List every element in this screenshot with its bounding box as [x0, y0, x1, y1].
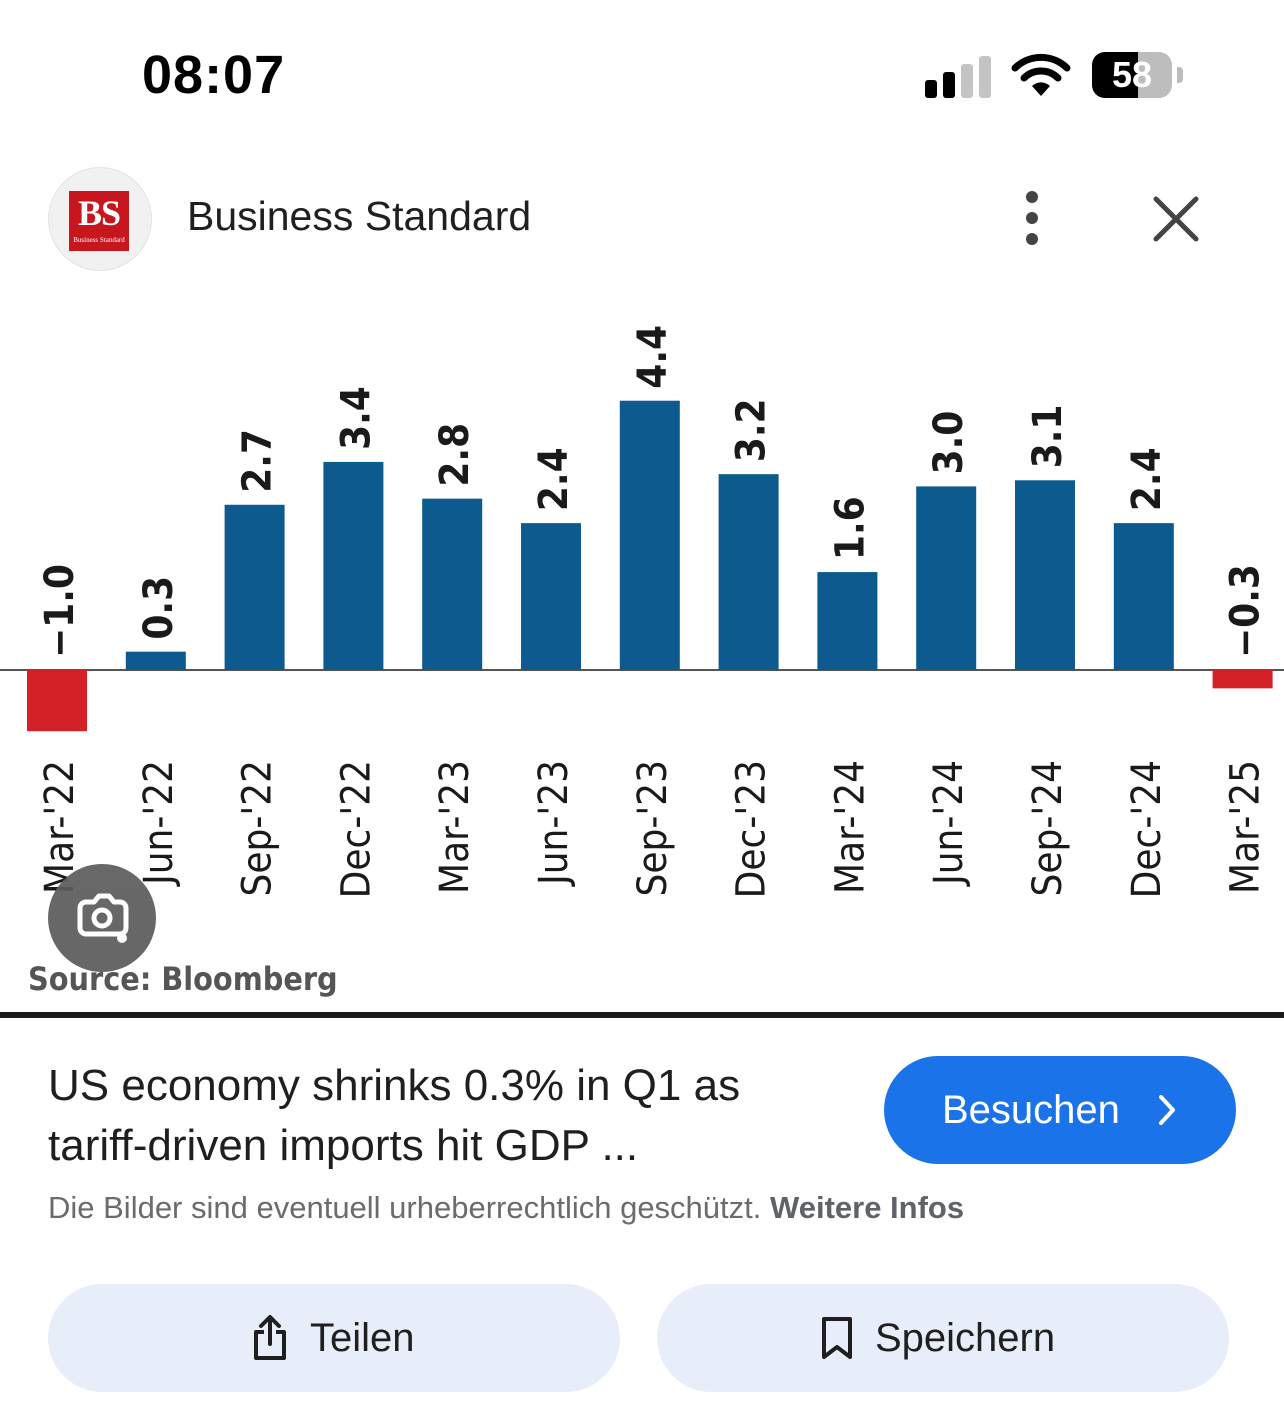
logo-subtext: Business Standard: [73, 236, 125, 244]
result-title[interactable]: US economy shrinks 0.3% in Q1 as tariff-…: [48, 1061, 741, 1170]
chart-value-label: 3.2: [729, 398, 775, 462]
chart-category-label: Dec-'23: [729, 760, 775, 898]
business-standard-logo: BS Business Standard: [69, 191, 129, 251]
logo-letters: BS: [77, 193, 121, 233]
google-lens-button[interactable]: [48, 864, 156, 972]
save-button-content: Speichern: [819, 1284, 1055, 1392]
chart-bar: [619, 400, 680, 670]
battery-tip: [1177, 67, 1183, 83]
chart-category-label: Dec-'24: [1124, 760, 1170, 898]
chart-bar: [422, 498, 483, 670]
chart-category-label: Mar-'23: [432, 760, 478, 894]
google-lens-icon: [77, 893, 129, 943]
more-vert-icon[interactable]: [1006, 189, 1058, 247]
more-info-link[interactable]: Weitere Infos: [770, 1190, 965, 1225]
chart-bar: [817, 572, 878, 670]
visit-button-label: Besuchen: [942, 1088, 1120, 1132]
chart-value-label: 4.4: [630, 325, 676, 389]
chart-category-label: Mar-'24: [827, 760, 873, 894]
source-name[interactable]: Business Standard: [187, 193, 532, 239]
chart-bar: [27, 670, 87, 732]
chart-value-label: 0.3: [136, 576, 182, 640]
status-bar: 08:07 58: [0, 0, 1284, 150]
close-icon[interactable]: [1148, 191, 1204, 247]
chart-value-label: −0.3: [1223, 564, 1269, 658]
chart-image[interactable]: −1.0 Mar-'22 0.3 Jun-'22 2.7 Sep-'22 3.4 Dec-'2…: [0, 290, 1284, 1018]
save-label: Speichern: [875, 1315, 1056, 1360]
bookmark-icon: [822, 1317, 852, 1359]
chart-bar: [916, 486, 977, 670]
chart-value-label: 3.1: [1025, 405, 1071, 469]
chart-category-label: Jun-'23: [531, 760, 577, 887]
chart-bar: [224, 504, 285, 670]
chart-category-label: Sep-'23: [630, 760, 676, 897]
chart-bar: [521, 523, 581, 670]
chart-bar: [323, 461, 384, 670]
chart-value-label: 3.4: [333, 386, 379, 450]
chart-value-label: −1.0: [37, 564, 83, 658]
chart-bar: [1015, 480, 1075, 670]
chart-category-label: Sep-'24: [1025, 760, 1071, 897]
source-logo[interactable]: BS Business Standard: [48, 167, 152, 271]
chart-value-label: 2.8: [432, 423, 478, 487]
gdp-bar-chart: −1.0Mar-'220.3Jun-'222.7Sep-'223.4Dec-'2…: [0, 325, 1284, 998]
share-button-content: Teilen: [250, 1284, 415, 1392]
save-button[interactable]: Speichern: [657, 1284, 1229, 1392]
chart-value-label: 2.4: [531, 447, 577, 511]
chart-category-label: Jun-'24: [926, 760, 972, 887]
chart-category-label: Dec-'22: [333, 760, 379, 898]
wifi-icon: [1011, 53, 1071, 96]
cellular-signal-icon: [925, 54, 991, 98]
image-divider: [0, 1012, 1284, 1018]
status-time: 08:07: [142, 45, 286, 105]
battery-percentage: 58: [1111, 54, 1153, 95]
chart-bar: [1113, 523, 1174, 670]
copyright-text: Die Bilder sind eventuell urheberrechtli…: [48, 1190, 762, 1225]
chart-bar: [125, 651, 186, 670]
visit-button[interactable]: Besuchen: [884, 1056, 1236, 1164]
chart-category-label: Sep-'22: [235, 760, 281, 897]
chart-value-label: 2.4: [1124, 447, 1170, 511]
chart-category-label: Jun-'22: [136, 760, 182, 887]
share-button[interactable]: Teilen: [48, 1284, 620, 1392]
chart-value-label: 2.7: [235, 429, 281, 493]
chevron-right-icon: [1159, 1095, 1175, 1125]
copyright-notice: Die Bilder sind eventuell urheberrechtli…: [48, 1190, 964, 1226]
chart-bar: [1212, 670, 1273, 689]
source-header: BS Business Standard Business Standard: [0, 165, 1284, 275]
battery-icon: 58: [1092, 52, 1172, 98]
share-label: Teilen: [310, 1315, 415, 1360]
chart-category-label: Mar-'25: [1223, 760, 1269, 894]
share-icon: [254, 1315, 286, 1360]
chart-bar: [718, 474, 779, 670]
chart-value-label: 1.6: [827, 496, 873, 560]
chart-value-label: 3.0: [926, 411, 972, 475]
